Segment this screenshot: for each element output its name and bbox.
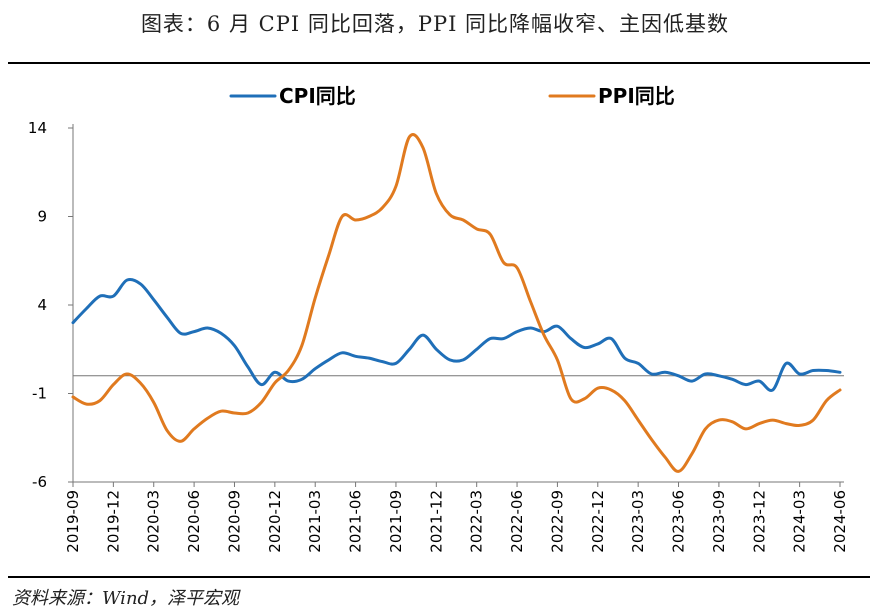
x-tick-label: 2023-12 (750, 490, 768, 553)
x-tick-label: 2022-12 (589, 490, 607, 553)
y-tick-label: -6 (32, 473, 47, 491)
y-tick-label: 4 (37, 296, 47, 314)
x-tick-label: 2023-06 (670, 490, 688, 553)
y-tick-label: 14 (28, 119, 47, 137)
legend: CPI同比 PPI同比 (229, 84, 675, 108)
x-tick-label: 2022-03 (468, 490, 486, 553)
x-tick-label: 2019-09 (64, 490, 82, 553)
series-layer (71, 133, 842, 473)
x-tick-label: 2020-03 (145, 490, 163, 553)
bottom-divider (8, 576, 870, 578)
x-tick-label: 2019-12 (104, 490, 122, 553)
x-tick-label: 2023-09 (710, 490, 728, 553)
x-tick-label: 2020-12 (266, 490, 284, 553)
x-tick-label: 2022-09 (548, 490, 566, 553)
x-tick-label: 2024-06 (831, 490, 849, 553)
x-tick-label: 2024-03 (791, 490, 809, 553)
series-line-cpi (71, 277, 842, 392)
x-tick-label: 2021-09 (387, 490, 405, 553)
axes: 14 9 4 -1 -6 2019-09 2019-12 2020-03 2020-06 2020… (28, 119, 849, 553)
x-tick-label: 2021-12 (427, 490, 445, 553)
chart-title: 图表：6 月 CPI 同比回落，PPI 同比降幅收窄、主因低基数 (140, 12, 730, 36)
x-tick-label: 2020-06 (185, 490, 203, 553)
x-tick-label: 2020-09 (225, 490, 243, 553)
x-tick-label: 2021-06 (347, 490, 365, 553)
top-divider (8, 62, 870, 64)
y-tick-label: -1 (32, 385, 47, 403)
line-chart: CPI同比 PPI同比 14 9 4 -1 -6 2019-09 2019-12 2020-03… (28, 84, 849, 553)
x-tick-label: 2022-06 (508, 490, 526, 553)
source-note: 资料来源：Wind，泽平宏观 (12, 588, 240, 609)
legend-label-cpi: CPI同比 (279, 84, 356, 108)
series-line-ppi (71, 133, 842, 473)
legend-label-ppi: PPI同比 (598, 84, 675, 108)
x-tick-label: 2023-03 (629, 490, 647, 553)
y-tick-label: 9 (37, 208, 47, 226)
x-tick-label: 2021-03 (306, 490, 324, 553)
